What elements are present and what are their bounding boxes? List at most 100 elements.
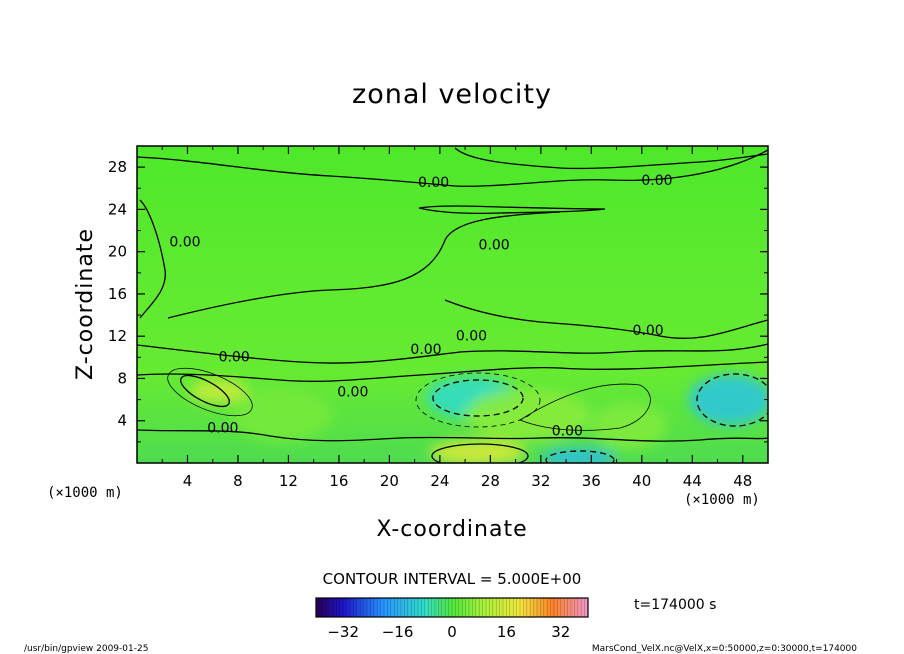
colorbar-segment-59 <box>516 598 521 617</box>
colorbar-segment-77 <box>577 598 582 617</box>
colorbar-segment-26 <box>404 598 409 617</box>
colorbar-segment-78 <box>581 598 585 617</box>
plot-area: 0.00 0.00 0.00 0.00 0.00 0.00 0.00 0.00 0.00 0.00… <box>137 146 768 463</box>
colorbar-segment-42 <box>458 598 463 617</box>
contour-positive-left-core <box>180 374 230 408</box>
colorbar-tick-label-0: 0 <box>447 623 457 641</box>
colorbar-segment-69 <box>550 598 555 617</box>
field-feature-7 <box>231 389 333 442</box>
colorbar-tick-labels: −32 −16 0 16 32 <box>327 623 570 641</box>
y-tick-label-8: 8 <box>117 369 127 387</box>
contour-label-7: 0.00 <box>219 350 250 366</box>
contour-zero-mid-band <box>167 211 561 319</box>
colorbar-segment-31 <box>421 598 426 617</box>
colorbar-segment-15 <box>367 598 371 617</box>
colorbar-segment-55 <box>503 598 507 617</box>
x-axis-ticks: 4 8 12 16 20 24 28 32 36 40 44 48 <box>161 146 752 490</box>
y-tick-label-12: 12 <box>108 327 127 345</box>
field-feature-0 <box>190 379 249 403</box>
field-feature-2 <box>540 448 617 463</box>
colorbar-segment-68 <box>547 598 551 617</box>
colorbar-segment-17 <box>373 598 378 617</box>
chart-title: zonal velocity <box>352 79 552 110</box>
x-unit-left: (×1000 m) <box>47 485 123 501</box>
contour-labels: 0.00 0.00 0.00 0.00 0.00 0.00 0.00 0.00 0.00 0.00… <box>169 173 672 439</box>
colorbar <box>315 598 589 617</box>
contour-label-8: 0.00 <box>337 384 368 400</box>
x-tick-label-16: 16 <box>329 472 348 490</box>
colorbar-segment-65 <box>537 598 541 617</box>
x-tick-label-20: 20 <box>380 472 399 490</box>
colorbar-segment-33 <box>428 598 432 617</box>
colorbar-tick-label--32: −32 <box>327 623 359 641</box>
colorbar-segment-43 <box>462 598 466 617</box>
y-tick-label-28: 28 <box>108 158 127 176</box>
colorbar-segment-44 <box>465 598 470 617</box>
contour-label-9: 0.00 <box>207 420 238 436</box>
contour-label-10: 0.00 <box>552 424 583 440</box>
x-axis-label: X-coordinate <box>376 517 527 542</box>
colorbar-segment-0 <box>316 598 320 617</box>
colorbar-segment-18 <box>377 598 381 617</box>
colorbar-segment-67 <box>543 598 548 617</box>
contour-zero-upper-band <box>454 147 768 170</box>
contour-negative-right <box>696 373 768 427</box>
y-axis-label: Z-coordinate <box>73 228 98 380</box>
x-tick-label-40: 40 <box>632 472 651 490</box>
colorbar-segment-61 <box>523 598 528 617</box>
x-tick-label-48: 48 <box>733 472 752 490</box>
colorbar-segment-9 <box>346 598 351 617</box>
colorbar-segment-56 <box>506 598 511 617</box>
colorbar-segment-2 <box>322 598 327 617</box>
contour-zero-near-surface <box>137 361 768 382</box>
colorbar-segment-60 <box>520 598 524 617</box>
colorbar-segment-7 <box>339 598 344 617</box>
colorbar-segment-71 <box>557 598 562 617</box>
colorbar-segment-48 <box>479 598 483 617</box>
colorbar-frame <box>315 597 589 618</box>
contour-zero-plateau <box>444 299 768 339</box>
colorbar-segment-62 <box>526 598 531 617</box>
colorbar-segment-46 <box>472 598 477 617</box>
colorbar-segment-28 <box>411 598 415 617</box>
colorbar-segment-58 <box>513 598 517 617</box>
colorbar-segment-72 <box>560 598 565 617</box>
footer-left: /usr/bin/gpview 2009-01-25 <box>24 644 148 654</box>
contour-zero-low <box>137 429 768 442</box>
contour-label-2: 0.00 <box>479 238 510 254</box>
contour-positive-left-outer <box>167 367 253 417</box>
contour-label-5: 0.00 <box>456 328 487 344</box>
x-tick-label-12: 12 <box>279 472 298 490</box>
x-unit-right: (×1000 m) <box>684 492 760 508</box>
x-tick-label-36: 36 <box>582 472 601 490</box>
colorbar-segment-34 <box>431 598 436 617</box>
contour-negative-center-outer <box>415 372 541 428</box>
field-feature-4 <box>688 374 768 425</box>
colorbar-segment-5 <box>333 598 337 617</box>
colorbar-segment-64 <box>533 598 538 617</box>
colorbar-segment-14 <box>363 598 368 617</box>
colorbar-segment-54 <box>499 598 504 617</box>
colorbar-segment-4 <box>329 598 334 617</box>
colorbar-segment-70 <box>554 598 558 617</box>
colorbar-segment-30 <box>418 598 422 617</box>
colorbar-segment-75 <box>571 598 575 617</box>
contour-label-4: 0.00 <box>633 323 664 339</box>
colorbar-segment-50 <box>486 598 490 617</box>
x-tick-label-28: 28 <box>481 472 500 490</box>
contour-label-0: 0.00 <box>418 175 449 191</box>
colorbar-segment-63 <box>530 598 534 617</box>
colorbar-segment-24 <box>397 598 402 617</box>
colorbar-segment-3 <box>326 598 330 617</box>
colorbar-segment-51 <box>489 598 494 617</box>
contour-negative-bottom <box>545 450 615 463</box>
contour-label-3: 0.00 <box>169 234 200 250</box>
colorbar-segment-27 <box>407 598 412 617</box>
colorbar-segment-32 <box>424 598 429 617</box>
time-label: t=174000 s <box>634 597 716 613</box>
footer-right: MarsCond_VelX.nc@VelX,x=0:50000,z=0:3000… <box>592 644 857 654</box>
colorbar-tick-label--16: −16 <box>382 623 414 641</box>
colorbar-segment-41 <box>455 598 460 617</box>
colorbar-segment-66 <box>540 598 545 617</box>
